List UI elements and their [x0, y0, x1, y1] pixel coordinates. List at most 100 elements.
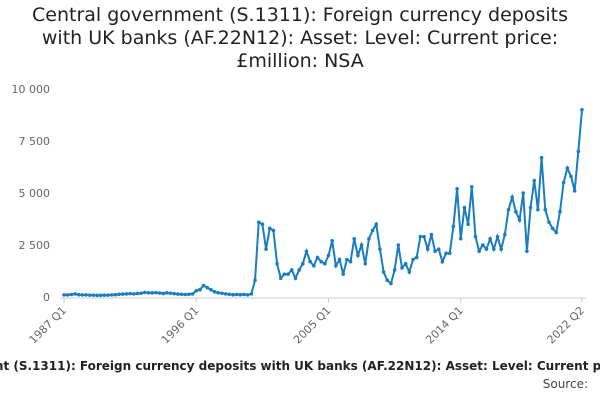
point — [429, 232, 434, 237]
point — [143, 290, 147, 295]
point — [304, 249, 309, 254]
point — [289, 268, 294, 272]
point — [223, 292, 228, 296]
point — [495, 234, 500, 239]
point — [282, 272, 287, 276]
point — [190, 292, 195, 296]
point — [124, 292, 129, 296]
point — [451, 224, 456, 229]
point — [128, 291, 132, 296]
point — [506, 207, 511, 212]
point — [312, 264, 316, 268]
point — [447, 251, 452, 256]
point — [146, 291, 151, 295]
point — [536, 207, 540, 212]
point — [565, 166, 570, 170]
point — [341, 272, 346, 276]
point — [326, 253, 331, 258]
point — [315, 255, 320, 260]
point — [488, 236, 492, 241]
point — [168, 291, 173, 296]
point — [319, 259, 323, 264]
point — [69, 292, 74, 297]
y-tick-label: 5 000 — [19, 187, 51, 200]
point — [183, 292, 188, 297]
x-tick-label: 1996 Q1 — [159, 304, 202, 347]
point — [256, 220, 261, 224]
point — [65, 293, 70, 297]
point — [378, 247, 382, 251]
point — [98, 293, 103, 298]
point — [201, 283, 206, 288]
point — [286, 272, 290, 276]
point — [444, 251, 448, 256]
point — [271, 228, 276, 233]
point — [400, 266, 404, 270]
point — [359, 243, 364, 247]
point — [260, 222, 265, 226]
y-tick-label: 10 000 — [12, 83, 51, 96]
point — [433, 249, 437, 254]
point — [367, 236, 371, 241]
x-axis-title: Central government (S.1311): Foreign cur… — [0, 359, 600, 373]
point — [407, 270, 412, 274]
point — [381, 270, 386, 274]
point — [521, 191, 526, 195]
x-tick-label: 1987 Q1 — [27, 304, 70, 347]
point — [80, 293, 85, 297]
y-tick-label: 2 500 — [19, 239, 51, 252]
point — [76, 292, 81, 297]
point — [278, 276, 283, 281]
point — [411, 257, 415, 262]
point — [469, 184, 474, 189]
point — [436, 247, 441, 251]
point — [352, 236, 357, 241]
point — [150, 291, 154, 295]
point — [481, 243, 485, 247]
point — [418, 234, 423, 239]
x-tick-label: 2014 Q1 — [423, 304, 466, 347]
point — [414, 255, 419, 260]
point — [194, 288, 199, 293]
point — [297, 268, 301, 272]
point — [337, 257, 342, 262]
point — [466, 222, 470, 226]
point — [422, 234, 426, 239]
point — [547, 220, 551, 224]
x-tick-label: 2022 Q2 — [545, 304, 588, 347]
point — [580, 108, 584, 112]
point — [425, 247, 430, 251]
point — [238, 292, 243, 297]
point — [234, 292, 239, 297]
point — [293, 276, 298, 281]
point — [576, 149, 581, 154]
point — [84, 293, 88, 297]
x-tick-label: 2005 Q1 — [291, 304, 334, 347]
point — [462, 205, 467, 210]
point — [275, 261, 279, 266]
point — [345, 257, 349, 262]
point — [528, 205, 533, 210]
chart-title: Central government (S.1311): Foreign cur… — [32, 4, 568, 72]
point — [300, 261, 305, 266]
point — [179, 292, 184, 297]
point — [477, 249, 481, 254]
point — [484, 247, 489, 251]
point — [176, 292, 180, 296]
point — [205, 285, 210, 290]
y-tick-label: 7 500 — [19, 135, 51, 148]
point — [95, 293, 99, 298]
point — [113, 292, 118, 297]
point — [510, 195, 514, 199]
point — [231, 292, 235, 297]
point — [558, 209, 562, 214]
point — [135, 291, 140, 296]
point — [554, 230, 559, 235]
point — [209, 287, 213, 292]
point — [440, 259, 445, 264]
point — [374, 222, 379, 226]
point — [455, 187, 459, 191]
point — [220, 291, 224, 296]
line — [64, 109, 583, 297]
